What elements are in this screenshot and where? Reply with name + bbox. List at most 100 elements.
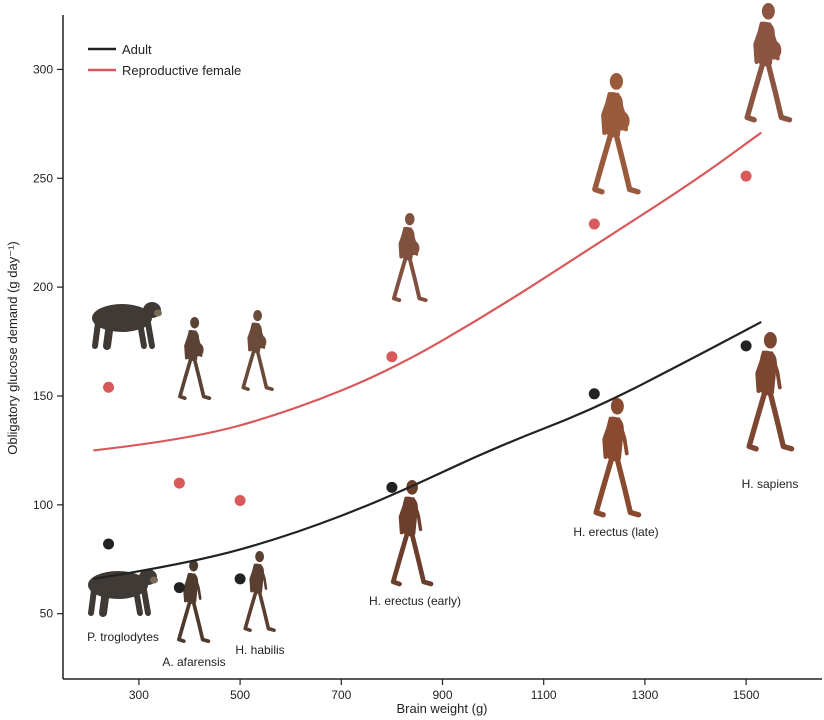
data-points bbox=[103, 170, 752, 594]
legend-label-adult: Adult bbox=[122, 42, 152, 57]
leg-shape bbox=[613, 132, 641, 195]
arm-shape bbox=[769, 351, 782, 390]
head-shape bbox=[763, 332, 777, 349]
leg-shape bbox=[390, 532, 410, 587]
x-tick-label: 300 bbox=[129, 688, 149, 702]
leg-shape bbox=[407, 256, 428, 303]
adult-point bbox=[588, 388, 600, 400]
sapiens-female-illustration bbox=[744, 3, 793, 123]
female-point bbox=[103, 381, 115, 393]
head-shape bbox=[761, 3, 775, 20]
arm-shape bbox=[259, 564, 268, 590]
head-shape bbox=[404, 213, 415, 226]
chimp-male-illustration bbox=[88, 569, 158, 617]
species-labels: P. troglodytes A. afarensis H. habilis H… bbox=[87, 477, 798, 669]
leg-shape bbox=[592, 132, 614, 195]
face-shape bbox=[154, 309, 162, 317]
x-tick-label: 700 bbox=[331, 688, 351, 702]
limb-shape bbox=[88, 587, 97, 616]
species-label-habilis: H. habilis bbox=[235, 643, 284, 657]
legend: Adult Reproductive female bbox=[88, 42, 241, 78]
arm-shape bbox=[755, 351, 767, 394]
female-point bbox=[740, 170, 752, 182]
leg-shape bbox=[614, 456, 642, 518]
head-shape bbox=[190, 317, 200, 329]
arm-shape bbox=[616, 417, 629, 456]
head-shape bbox=[610, 398, 624, 415]
erectus-late-female-illustration bbox=[592, 73, 641, 195]
fit-curves bbox=[93, 131, 762, 580]
erectus-early-female-illustration bbox=[391, 213, 428, 303]
afarensis-male-illustration bbox=[177, 560, 211, 644]
face-shape bbox=[150, 576, 158, 584]
arm-shape bbox=[601, 92, 613, 136]
arm-shape bbox=[194, 330, 203, 357]
adult-fit-line bbox=[93, 320, 762, 580]
female-point bbox=[173, 477, 185, 489]
female-point bbox=[588, 218, 600, 230]
arm-shape bbox=[411, 497, 423, 532]
x-tick-label: 900 bbox=[432, 688, 452, 702]
chimp-female-illustration bbox=[92, 302, 162, 350]
arm-shape bbox=[184, 330, 192, 360]
leg-shape bbox=[744, 61, 766, 123]
x-tick-label: 1500 bbox=[733, 688, 760, 702]
adult-point bbox=[103, 538, 115, 550]
erectus-early-male-illustration bbox=[390, 480, 434, 587]
afarensis-female-illustration bbox=[178, 317, 212, 401]
leg-shape bbox=[192, 357, 212, 401]
adult-point bbox=[234, 573, 246, 585]
x-tick-label: 1300 bbox=[632, 688, 659, 702]
leg-shape bbox=[593, 456, 615, 518]
x-axis-label: Brain weight (g) bbox=[396, 701, 487, 716]
habilis-female-illustration bbox=[241, 310, 274, 391]
species-label-afarensis: A. afarensis bbox=[162, 655, 225, 669]
arm-shape bbox=[193, 573, 202, 600]
axes bbox=[62, 15, 822, 680]
x-tick-label: 1100 bbox=[531, 688, 557, 702]
leg-shape bbox=[255, 349, 274, 391]
female-point bbox=[386, 351, 398, 363]
tick-marks: 300 500 700 900 1100 1300 1500 50 100 150 200 250 30… bbox=[33, 62, 760, 702]
arm-shape bbox=[409, 227, 419, 256]
habilis-male-illustration bbox=[243, 551, 276, 632]
leg-shape bbox=[746, 390, 768, 452]
limb-shape bbox=[137, 320, 147, 349]
leg-shape bbox=[767, 390, 795, 452]
leg-shape bbox=[765, 61, 793, 123]
y-tick-label: 200 bbox=[33, 280, 53, 294]
sapiens-male-illustration bbox=[746, 332, 795, 452]
leg-shape bbox=[243, 590, 258, 632]
limb-shape bbox=[141, 587, 151, 616]
leg-shape bbox=[257, 590, 276, 632]
y-tick-label: 300 bbox=[33, 62, 53, 76]
limb-shape bbox=[92, 320, 101, 349]
arm-shape bbox=[398, 227, 407, 259]
adult-point bbox=[173, 582, 185, 594]
y-tick-label: 250 bbox=[33, 171, 53, 185]
head-shape bbox=[255, 551, 264, 563]
female-fit-line bbox=[93, 131, 762, 452]
head-shape bbox=[253, 310, 262, 322]
arm-shape bbox=[257, 323, 266, 349]
legend-label-female: Reproductive female bbox=[122, 63, 241, 78]
female-point bbox=[234, 494, 246, 506]
head-shape bbox=[189, 560, 199, 572]
species-label-troglodytes: P. troglodytes bbox=[87, 630, 159, 644]
species-label-sapiens: H. sapiens bbox=[742, 477, 799, 491]
leg-shape bbox=[391, 256, 408, 303]
leg-shape bbox=[409, 532, 434, 587]
arm-shape bbox=[602, 417, 614, 460]
arm-shape bbox=[398, 497, 409, 535]
species-label-erectus-late: H. erectus (late) bbox=[573, 525, 658, 539]
leg-shape bbox=[191, 600, 211, 644]
leg-shape bbox=[241, 349, 256, 391]
adult-point bbox=[740, 340, 752, 352]
arm-shape bbox=[249, 564, 257, 593]
leg-shape bbox=[177, 600, 192, 644]
hominin-illustrations bbox=[88, 3, 795, 644]
limb-shape bbox=[133, 587, 143, 616]
limb-shape bbox=[145, 320, 155, 349]
species-label-erectus-early: H. erectus (early) bbox=[369, 594, 461, 608]
head-shape bbox=[609, 73, 624, 90]
